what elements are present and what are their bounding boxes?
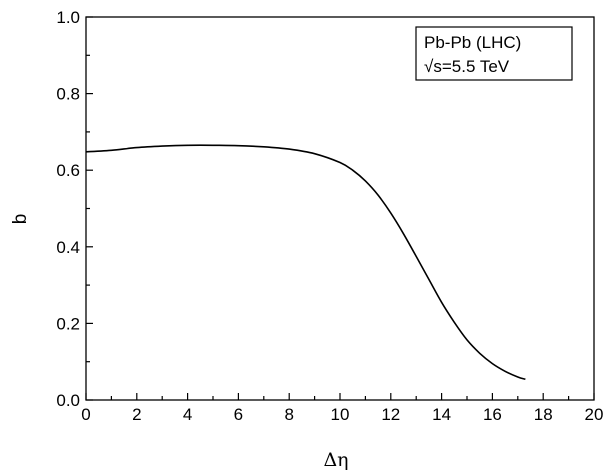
y-tick-label: 1.0 — [56, 8, 80, 27]
x-tick-label: 14 — [432, 405, 451, 424]
y-tick-label: 0.2 — [56, 314, 80, 333]
legend-sqrt-s: √s — [424, 57, 442, 76]
legend-line-1: Pb-Pb (LHC) — [424, 33, 521, 52]
x-tick-label: 0 — [81, 405, 90, 424]
y-tick-label: 0.6 — [56, 161, 80, 180]
legend-line-2: √s=5.5 TeV — [424, 57, 510, 76]
x-tick-label: 8 — [284, 405, 293, 424]
y-tick-labels: 0.0 0.2 0.4 0.6 0.8 1.0 — [56, 8, 80, 410]
x-tick-label: 18 — [534, 405, 553, 424]
y-tick-label: 0.0 — [56, 391, 80, 410]
x-tick-label: 4 — [183, 405, 192, 424]
x-tick-labels: 0 2 4 6 8 10 12 14 16 18 20 — [81, 405, 603, 424]
legend-energy: =5.5 TeV — [442, 57, 510, 76]
x-tick-label: 6 — [234, 405, 243, 424]
axes-frame — [85, 16, 595, 401]
y-tick-label: 0.8 — [56, 85, 80, 104]
series-line — [85, 144, 526, 381]
legend-box: Pb-Pb (LHC) √s=5.5 TeV — [415, 26, 573, 81]
plot-area: 0 2 4 6 8 10 12 14 16 18 20 0.0 0.2 0.4 0.6 0.8 1.0 — [56, 8, 603, 424]
x-tick-label: 2 — [132, 405, 141, 424]
y-tick-label: 0.4 — [56, 238, 80, 257]
y-axis-title: b — [10, 214, 31, 225]
x-tick-label: 10 — [331, 405, 350, 424]
x-tick-label: 12 — [381, 405, 400, 424]
x-tick-label: 20 — [585, 405, 604, 424]
x-axis-title: Δη — [323, 449, 348, 471]
x-tick-label: 16 — [483, 405, 502, 424]
legend-frame — [415, 26, 573, 81]
